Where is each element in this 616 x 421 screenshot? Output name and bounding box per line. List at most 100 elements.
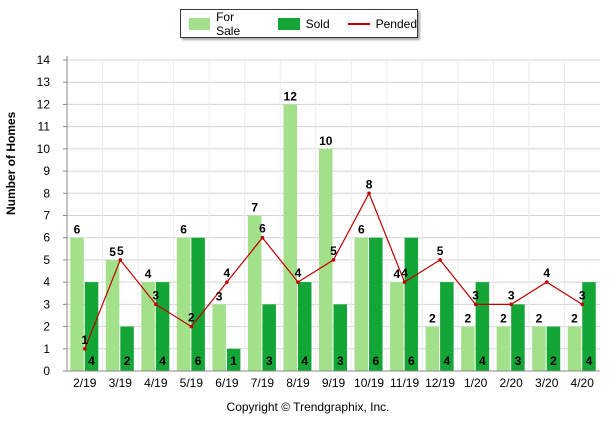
y-tick-label: 8 bbox=[43, 186, 50, 200]
pended-point-2/20 bbox=[509, 302, 513, 307]
label-pended-7/19: 6 bbox=[259, 222, 266, 236]
label-for-sale-1/20: 2 bbox=[465, 312, 472, 326]
label-sold-1/20: 4 bbox=[479, 354, 486, 368]
x-tick-label: 11/19 bbox=[390, 376, 419, 390]
label-sold-2/19: 4 bbox=[88, 354, 95, 368]
label-pended-4/19: 3 bbox=[152, 288, 159, 302]
x-tick-label: 3/19 bbox=[109, 376, 133, 390]
legend-label-sold: Sold bbox=[305, 16, 330, 31]
label-sold-4/19: 4 bbox=[159, 354, 166, 368]
label-pended-1/20: 3 bbox=[472, 288, 479, 302]
y-tick-label: 14 bbox=[37, 53, 51, 67]
y-tick-label: 3 bbox=[43, 297, 50, 311]
bar-sold-3/20 bbox=[546, 326, 561, 371]
x-tick-label: 12/19 bbox=[425, 376, 455, 390]
x-tick-label: 2/20 bbox=[499, 376, 523, 390]
pended-point-3/20 bbox=[544, 280, 549, 284]
y-tick-label: 1 bbox=[43, 342, 50, 356]
label-pended-6/19: 4 bbox=[224, 266, 231, 280]
y-tick-label: 11 bbox=[38, 120, 51, 134]
x-tick-label: 9/19 bbox=[322, 376, 346, 390]
label-sold-8/19: 4 bbox=[301, 354, 308, 368]
label-sold-7/19: 3 bbox=[266, 354, 273, 368]
label-pended-3/19: 5 bbox=[117, 244, 124, 258]
grid-lines bbox=[67, 59, 600, 372]
label-pended-9/19: 5 bbox=[330, 244, 337, 258]
y-tick-label: 2 bbox=[43, 320, 50, 334]
x-tick-label: 6/19 bbox=[215, 376, 239, 390]
label-pended-5/19: 2 bbox=[188, 311, 195, 325]
label-pended-3/20: 4 bbox=[543, 266, 550, 280]
bar-for-sale-7/19 bbox=[247, 215, 262, 371]
bar-sold-10/19 bbox=[369, 237, 383, 371]
label-pended-12/19: 5 bbox=[437, 244, 444, 258]
y-tick-label: 6 bbox=[43, 231, 50, 245]
label-pended-4/20: 3 bbox=[579, 288, 586, 302]
label-pended-8/19: 4 bbox=[295, 266, 302, 280]
pended-line bbox=[82, 191, 585, 351]
legend-label-for-sale: For Sale bbox=[216, 9, 241, 38]
bar-sold-8/19 bbox=[297, 282, 312, 371]
bar-for-sale-3/19 bbox=[105, 259, 120, 371]
label-for-sale-2/20: 2 bbox=[500, 312, 507, 326]
label-for-sale-7/19: 7 bbox=[251, 201, 258, 215]
label-pended-2/20: 3 bbox=[508, 288, 515, 302]
label-for-sale-4/19: 4 bbox=[145, 267, 152, 281]
pended-point-8/19 bbox=[296, 280, 300, 284]
y-tick-label: 9 bbox=[43, 164, 50, 178]
legend-label-pended: Pended bbox=[375, 16, 417, 31]
legend-item-sold: Sold bbox=[277, 16, 330, 31]
pended-point-1/20 bbox=[473, 302, 478, 307]
x-tick-label: 4/20 bbox=[571, 376, 595, 390]
label-for-sale-3/20: 2 bbox=[536, 312, 543, 326]
bar-for-sale-2/19 bbox=[70, 237, 84, 371]
bar-for-sale-5/19 bbox=[176, 237, 191, 371]
x-tick-label: 5/19 bbox=[180, 376, 204, 390]
x-tick-label: 8/19 bbox=[286, 376, 310, 390]
label-for-sale-9/19: 10 bbox=[319, 134, 333, 148]
label-sold-10/19: 6 bbox=[372, 354, 379, 368]
pended-point-6/19 bbox=[225, 280, 229, 284]
legend: For Sale Sold Pended bbox=[180, 9, 418, 38]
bar-sold-7/19 bbox=[262, 304, 276, 371]
bars bbox=[70, 104, 596, 371]
y-tick-label: 13 bbox=[37, 75, 51, 89]
bar-sold-3/19 bbox=[120, 326, 134, 371]
label-for-sale-5/19: 6 bbox=[180, 223, 187, 237]
x-tick-label: 10/19 bbox=[354, 376, 384, 390]
bar-sold-2/20 bbox=[511, 304, 525, 371]
y-tick-label: 7 bbox=[43, 209, 50, 223]
label-for-sale-6/19: 3 bbox=[216, 289, 223, 303]
bar-for-sale-6/19 bbox=[212, 304, 226, 371]
sold-swatch bbox=[277, 17, 300, 30]
bar-for-sale-1/20 bbox=[461, 326, 475, 371]
label-for-sale-11/19: 4 bbox=[393, 267, 400, 281]
label-sold-3/19: 2 bbox=[124, 354, 131, 368]
pended-point-12/19 bbox=[438, 258, 442, 262]
bar-for-sale-9/19 bbox=[319, 148, 333, 371]
pended-point-11/19 bbox=[402, 280, 407, 284]
bar-sold-2/19 bbox=[84, 282, 99, 371]
bar-for-sale-8/19 bbox=[283, 104, 297, 371]
label-pended-2/19: 1 bbox=[81, 333, 88, 347]
label-sold-6/19: 1 bbox=[230, 354, 237, 368]
bar-for-sale-12/19 bbox=[425, 326, 440, 371]
pended-point-5/19 bbox=[189, 324, 194, 329]
label-sold-12/19: 4 bbox=[444, 354, 451, 368]
pended-point-2/19 bbox=[82, 346, 87, 351]
label-sold-4/20: 4 bbox=[586, 354, 593, 368]
for-sale-swatch bbox=[189, 17, 211, 30]
label-for-sale-12/19: 2 bbox=[429, 312, 436, 326]
y-tick-label: 5 bbox=[43, 253, 50, 267]
label-sold-5/19: 6 bbox=[195, 354, 202, 368]
y-tick-label: 0 bbox=[43, 364, 50, 378]
label-for-sale-3/19: 5 bbox=[109, 245, 116, 259]
x-tick-label: 1/20 bbox=[464, 376, 488, 390]
bar-sold-12/19 bbox=[440, 282, 454, 371]
pended-point-4/20 bbox=[580, 302, 585, 307]
pended-point-10/19 bbox=[367, 191, 371, 196]
x-tick-label: 3/20 bbox=[535, 376, 559, 390]
pended-point-9/19 bbox=[331, 258, 336, 262]
